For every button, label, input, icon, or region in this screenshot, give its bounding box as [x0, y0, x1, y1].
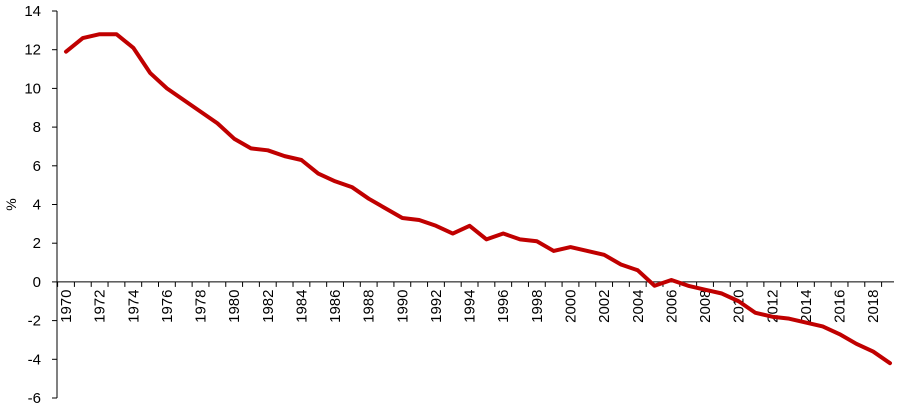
- data-point: [737, 299, 741, 303]
- y-tick-label: 6: [33, 158, 41, 175]
- data-point: [350, 185, 354, 189]
- x-axis: 1970 1972 1974 1976 1978 1980 1982 1984 1986 1988…: [57, 281, 894, 323]
- data-point: [199, 110, 203, 114]
- data-point: [384, 206, 388, 210]
- data-point: [434, 224, 438, 228]
- x-tick-label: 2008: [697, 290, 714, 323]
- data-point: [669, 278, 673, 282]
- data-point: [619, 262, 623, 266]
- data-point: [148, 71, 152, 75]
- data-point: [299, 158, 303, 162]
- y-tick-label: 2: [33, 235, 41, 252]
- data-point: [501, 232, 505, 236]
- data-point: [753, 311, 757, 315]
- data-point: [636, 268, 640, 272]
- x-tick-label: 2002: [596, 290, 613, 323]
- data-point: [703, 288, 707, 292]
- data-point: [838, 332, 842, 336]
- series-group: [64, 32, 892, 366]
- y-axis: -6 -4 -2 0 2 4 6 8 10 12 14: [24, 3, 58, 407]
- x-tick-label: 1990: [394, 290, 411, 323]
- data-point: [114, 32, 118, 36]
- data-point: [888, 361, 892, 365]
- x-tick-label: 2006: [663, 290, 680, 323]
- data-point: [182, 98, 186, 102]
- x-tick-label: 1972: [92, 290, 109, 323]
- data-point: [417, 218, 421, 222]
- x-tick-label: 2004: [630, 290, 647, 323]
- y-tick-label: 14: [24, 3, 41, 20]
- data-point: [518, 237, 522, 241]
- data-point: [165, 86, 169, 90]
- data-point: [215, 121, 219, 125]
- x-tick-label: 2018: [865, 290, 882, 323]
- y-tick-label: 10: [24, 80, 41, 97]
- x-tick-label: 1978: [193, 290, 210, 323]
- x-tick-label: 1976: [159, 290, 176, 323]
- data-point: [552, 249, 556, 253]
- x-tick-label: 1988: [361, 290, 378, 323]
- data-point: [249, 146, 253, 150]
- data-point: [400, 216, 404, 220]
- data-point: [333, 179, 337, 183]
- x-tick-label: 1982: [260, 290, 277, 323]
- x-tick-label: 1996: [495, 290, 512, 323]
- data-point: [770, 315, 774, 319]
- data-point: [821, 324, 825, 328]
- x-tick-label: 1970: [58, 290, 75, 323]
- y-tick-label: 4: [33, 197, 41, 214]
- x-tick-label: 2014: [798, 290, 815, 323]
- x-tick-label: 1974: [125, 290, 142, 323]
- data-point: [266, 148, 270, 152]
- y-tick-label: 0: [33, 274, 41, 291]
- y-tick-label: -6: [28, 390, 41, 407]
- data-point: [653, 284, 657, 288]
- data-point: [535, 239, 539, 243]
- data-point: [720, 292, 724, 296]
- x-tick-label: 1994: [462, 290, 479, 323]
- data-point: [686, 284, 690, 288]
- data-point: [871, 350, 875, 354]
- data-point: [232, 137, 236, 141]
- x-tick-label: 2000: [562, 290, 579, 323]
- data-point: [484, 237, 488, 241]
- x-tick-label: 1998: [529, 290, 546, 323]
- data-point: [81, 36, 85, 40]
- y-tick-label: -4: [28, 351, 41, 368]
- x-tick-label: 1980: [226, 290, 243, 323]
- data-point: [787, 317, 791, 321]
- x-tick-label: 1984: [293, 290, 310, 323]
- data-point: [283, 154, 287, 158]
- series-line: [64, 32, 892, 366]
- data-point: [131, 46, 135, 50]
- data-point: [804, 321, 808, 325]
- data-point: [316, 172, 320, 176]
- data-point: [585, 249, 589, 253]
- data-point: [367, 197, 371, 201]
- x-tick-label: 2016: [832, 290, 849, 323]
- data-point: [468, 224, 472, 228]
- data-point: [98, 32, 102, 36]
- x-tick-label: 1992: [428, 290, 445, 323]
- y-tick-label: -2: [28, 313, 41, 330]
- x-tick-label: 1986: [327, 290, 344, 323]
- data-point: [451, 232, 455, 236]
- data-point: [854, 342, 858, 346]
- y-tick-label: 12: [24, 42, 41, 59]
- y-tick-label: 8: [33, 119, 41, 136]
- data-point: [568, 245, 572, 249]
- data-point: [64, 50, 68, 54]
- data-point: [602, 253, 606, 257]
- y-axis-title: %: [3, 198, 19, 210]
